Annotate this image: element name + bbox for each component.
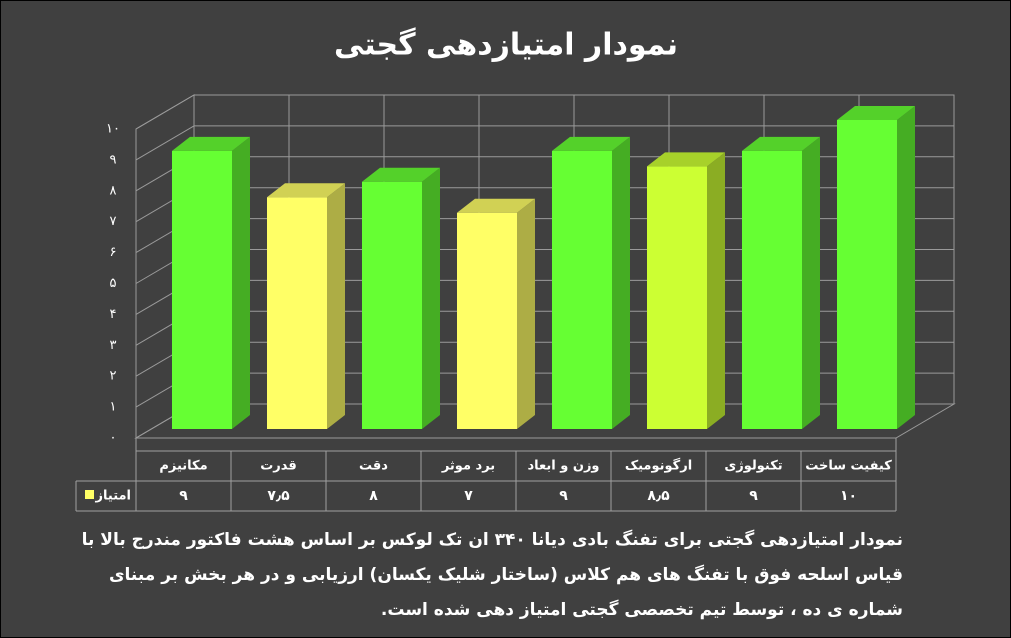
bar [647,152,725,429]
y-tick-label: ۵ [110,276,117,291]
y-tick-label: ۱ [110,400,117,415]
bar-front [552,150,612,429]
bar-top [172,136,250,151]
value-label: ۹ [749,488,758,504]
grid-line [135,125,954,161]
grid-line [135,403,954,439]
bar [362,167,440,430]
floor [134,403,956,439]
category-label: مکانیزم [159,459,207,474]
grid-line [135,279,954,315]
grid-line [135,187,954,223]
bar-side [327,183,345,429]
grid-line [135,341,954,377]
value-label: ۷٫۵ [267,488,290,504]
bar-side [422,167,440,430]
bar-top [267,183,345,198]
grid-line [135,94,954,130]
value-label: ۸ [369,488,378,504]
bar-top [362,167,440,182]
category-label: برد موثر [441,459,495,474]
y-tick-label: ۳ [110,338,117,353]
bar-front [457,212,517,429]
bar-front [647,166,707,429]
bar-side [802,136,820,429]
category-label: تکنولوژی [724,459,782,474]
bar-front [172,150,232,429]
y-tick-label: ۲ [110,369,117,384]
bar-side [897,106,915,429]
grid-line [135,372,954,408]
bar-top [742,136,820,151]
bar-side [612,136,630,429]
bar-side [517,198,535,429]
y-tick-label: ۴ [110,307,117,322]
bar [172,136,250,429]
bar [457,198,535,429]
legend-swatch [85,490,94,499]
category-label: قدرت [260,459,297,474]
y-tick-label: ۶ [110,245,117,260]
bar-side [232,136,250,429]
bar [267,183,345,429]
category-label: دقت [359,459,388,474]
category-label: ارگونومیک [625,458,692,474]
bar [552,136,630,429]
value-label: ۹ [559,488,568,504]
value-label: ۹ [179,488,188,504]
chart-title: نمودار امتیازدهی گجتی [334,27,678,63]
caption: نمودار امتیازدهی گجتی برای تفنگ بادی دیا… [81,530,903,620]
value-label: ۱۰ [840,488,857,504]
bar [742,136,820,429]
legend-label: امتیاز [95,489,131,504]
bar-top [837,106,915,120]
bar-front [267,197,327,429]
y-tick-label: ۱۰ [106,122,120,137]
bar-side [707,152,725,429]
grid-line [135,310,954,346]
bar-front [742,150,802,429]
value-label: ۷ [464,488,473,504]
bar [837,106,915,429]
grid-line [135,156,954,192]
y-tick-label: ۸ [110,183,117,198]
y-tick-label: ۷ [110,214,117,229]
value-label: ۸٫۵ [647,488,670,504]
bar-top [552,136,630,151]
category-label: کیفیت ساخت [805,459,892,474]
bar-front [362,181,422,429]
y-tick-label: ۰ [110,431,117,446]
grid-line [135,218,954,254]
y-tick-label: ۹ [110,152,117,167]
bar-top [647,152,725,167]
bar-top [457,198,535,213]
grid-line [135,249,954,284]
bar-front [837,120,897,429]
category-label: وزن و ابعاد [527,459,599,474]
